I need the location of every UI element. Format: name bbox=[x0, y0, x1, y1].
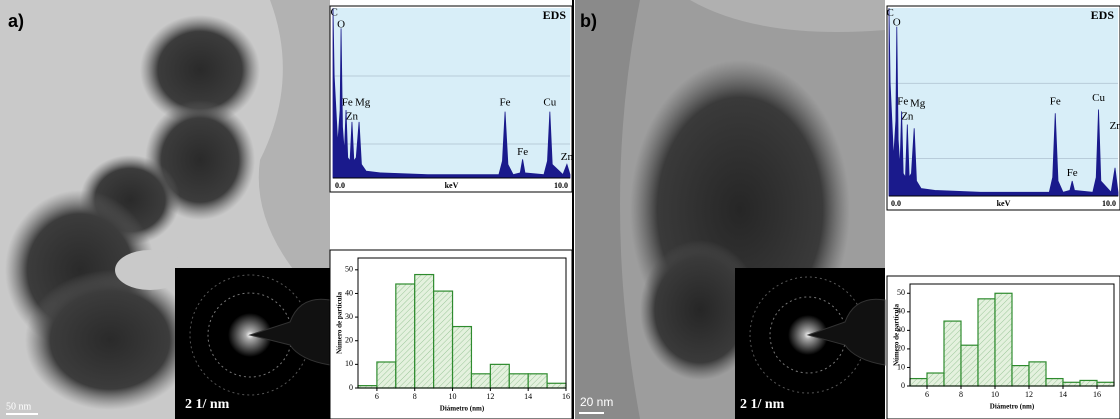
x-axis-label: keV bbox=[445, 181, 459, 190]
x-tick-label: 16 bbox=[1093, 390, 1101, 399]
x-axis-label: Diámetro (nm) bbox=[990, 403, 1035, 411]
bar bbox=[1096, 381, 1115, 387]
bar bbox=[508, 373, 529, 389]
bar bbox=[489, 363, 510, 389]
peak-label: Fe bbox=[500, 97, 511, 109]
diffraction-label: 2 1/ nm bbox=[185, 397, 230, 412]
peak-label: O bbox=[893, 17, 901, 29]
bar bbox=[1028, 361, 1047, 387]
bar bbox=[546, 382, 567, 389]
x-tick-label: 0.0 bbox=[891, 199, 901, 208]
y-tick-label: 20 bbox=[345, 336, 353, 345]
peak-label: Zn bbox=[561, 151, 574, 163]
y-tick-label: 50 bbox=[897, 288, 905, 297]
y-tick-label: 30 bbox=[345, 312, 353, 321]
plot-frame bbox=[357, 257, 567, 389]
bar bbox=[926, 372, 945, 387]
bar bbox=[977, 298, 996, 387]
plot-frame bbox=[909, 283, 1115, 387]
scale-bar-label: 50 nm bbox=[6, 401, 32, 412]
peak-label: Cu bbox=[543, 97, 556, 109]
x-tick-label: 10.0 bbox=[554, 181, 568, 190]
x-tick-label: 12 bbox=[486, 392, 494, 401]
bar bbox=[470, 373, 491, 389]
y-tick-label: 50 bbox=[345, 265, 353, 274]
bar bbox=[994, 292, 1013, 387]
x-tick-label: 10 bbox=[449, 392, 457, 401]
peak-label: Mg bbox=[910, 97, 926, 109]
x-tick-label: 10 bbox=[991, 390, 999, 399]
x-tick-label: 0.0 bbox=[335, 181, 345, 190]
x-tick-label: 16 bbox=[562, 392, 570, 401]
y-tick-label: 40 bbox=[345, 288, 353, 297]
bar bbox=[1045, 377, 1064, 387]
peak-label: Zn bbox=[346, 110, 359, 122]
x-tick-label: 6 bbox=[375, 392, 379, 401]
x-tick-label: 14 bbox=[524, 392, 532, 401]
tem-image-a bbox=[0, 0, 331, 419]
panel-label: a) bbox=[8, 11, 24, 31]
peak-label: Cu bbox=[1092, 92, 1105, 104]
plot-area bbox=[333, 8, 570, 178]
x-axis-label: Diámetro (nm) bbox=[440, 405, 485, 413]
bar bbox=[395, 283, 416, 389]
bar bbox=[1062, 381, 1081, 387]
scale-bar-label: 20 nm bbox=[580, 395, 613, 409]
x-tick-label: 6 bbox=[925, 390, 929, 399]
y-tick-label: 30 bbox=[897, 325, 905, 334]
bar bbox=[1079, 379, 1098, 387]
y-tick-label: 10 bbox=[345, 359, 353, 368]
x-tick-label: 8 bbox=[959, 390, 963, 399]
peak-label: C bbox=[886, 7, 893, 19]
bar bbox=[1011, 365, 1030, 387]
peak-label: Fe bbox=[342, 97, 353, 109]
peak-label: Zn bbox=[901, 111, 914, 123]
bar bbox=[414, 273, 435, 389]
chart-title: EDS bbox=[543, 8, 567, 22]
y-tick-label: 0 bbox=[901, 381, 905, 390]
bar bbox=[376, 361, 397, 389]
bar bbox=[960, 344, 979, 387]
bar bbox=[433, 290, 454, 389]
plot-area bbox=[889, 8, 1118, 196]
y-axis-label: Número de partícula bbox=[893, 303, 901, 366]
x-tick-label: 12 bbox=[1025, 390, 1033, 399]
spectrum bbox=[332, 7, 571, 179]
x-tick-label: 8 bbox=[413, 392, 417, 401]
y-tick-label: 40 bbox=[897, 307, 905, 316]
y-axis-label: Número de partícula bbox=[336, 291, 344, 354]
peak-label: Fe bbox=[1067, 167, 1078, 179]
peak-label: Zn bbox=[1110, 120, 1120, 132]
peak-label: Fe bbox=[1050, 96, 1061, 108]
panel-label: b) bbox=[580, 11, 597, 31]
peak-label: O bbox=[337, 19, 345, 31]
bar bbox=[451, 325, 473, 389]
bar bbox=[943, 320, 962, 387]
x-tick-label: 10.0 bbox=[1102, 199, 1116, 208]
y-tick-label: 0 bbox=[349, 383, 353, 392]
bar bbox=[527, 373, 548, 389]
bar bbox=[909, 377, 928, 387]
spectrum bbox=[888, 7, 1119, 197]
peak-label: Fe bbox=[897, 96, 908, 108]
y-tick-label: 20 bbox=[897, 344, 905, 353]
peak-label: Fe bbox=[517, 146, 528, 158]
diffraction-label: 2 1/ nm bbox=[740, 397, 785, 412]
peak-label: Mg bbox=[355, 97, 371, 109]
peak-label: C bbox=[331, 7, 338, 19]
x-tick-label: 14 bbox=[1059, 390, 1067, 399]
x-axis-label: keV bbox=[997, 199, 1011, 208]
y-tick-label: 10 bbox=[897, 362, 905, 371]
tem-image-b bbox=[575, 0, 886, 419]
chart-title: EDS bbox=[1091, 8, 1115, 22]
